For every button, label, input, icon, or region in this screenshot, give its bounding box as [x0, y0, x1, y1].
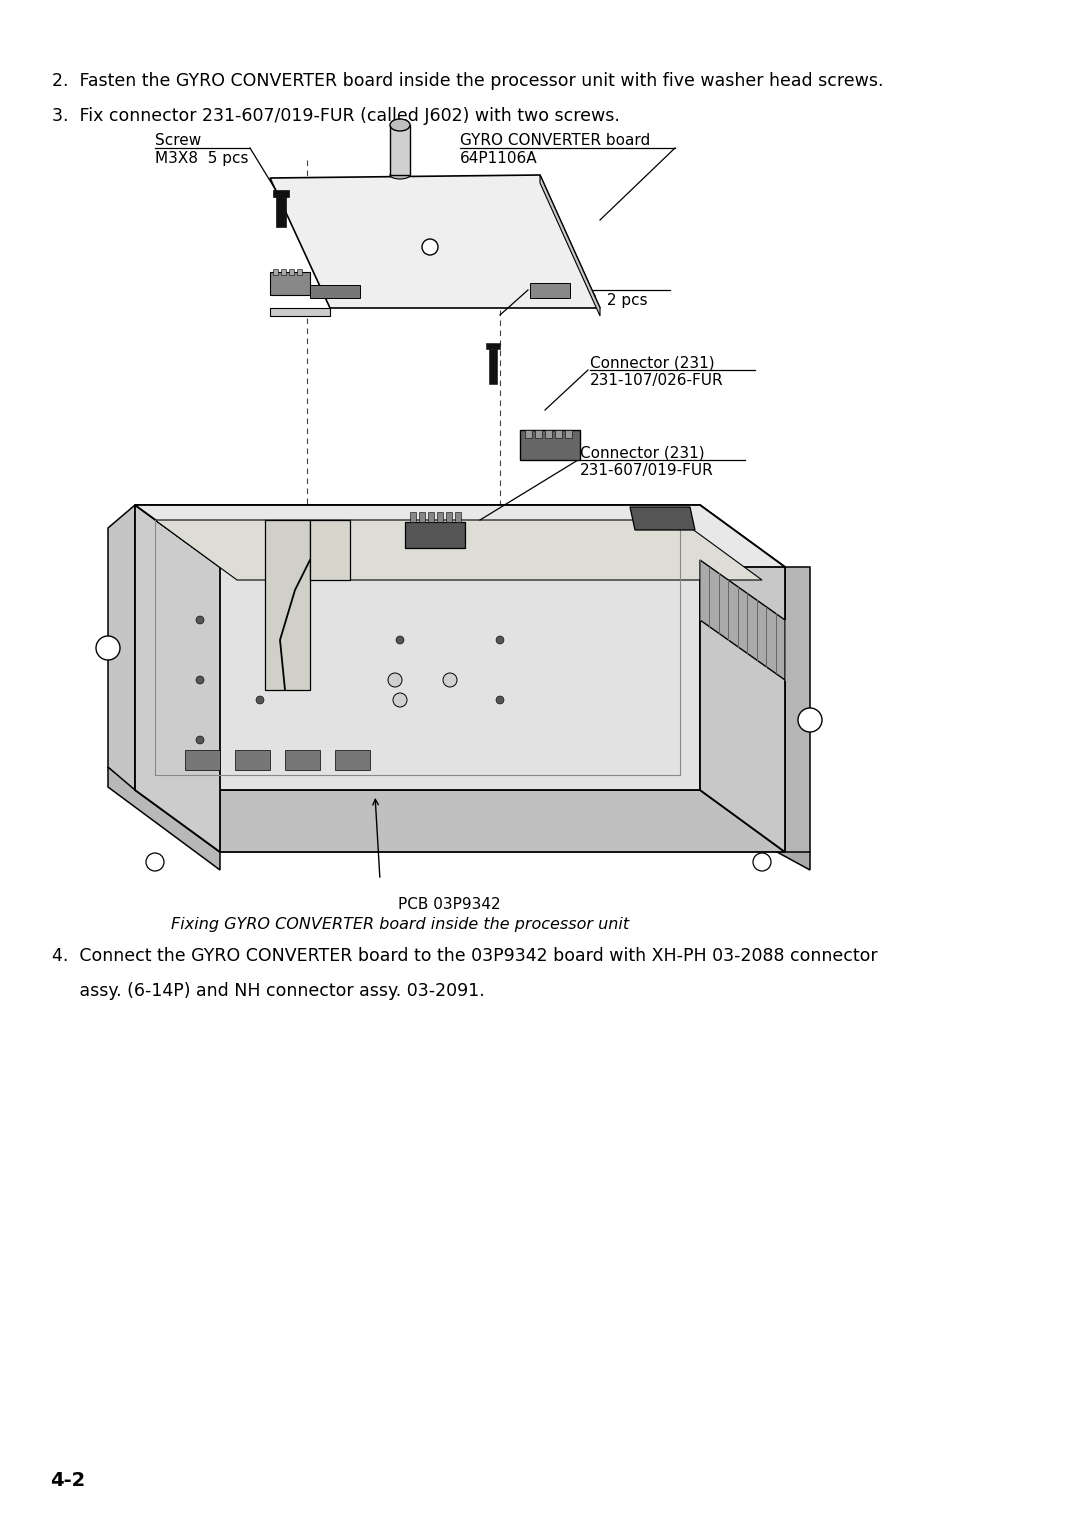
Circle shape	[753, 854, 771, 870]
Bar	[419, 512, 426, 522]
Text: 231-607/019-FUR: 231-607/019-FUR	[580, 463, 714, 478]
Text: 4-2: 4-2	[50, 1471, 85, 1490]
Polygon shape	[700, 560, 785, 680]
Circle shape	[195, 676, 204, 684]
Text: Connector (231): Connector (231)	[590, 354, 715, 370]
Circle shape	[422, 240, 438, 255]
Circle shape	[256, 756, 264, 764]
Polygon shape	[270, 176, 600, 308]
Bar	[276, 197, 286, 228]
Text: M2.6X10  2 pcs: M2.6X10 2 pcs	[530, 293, 648, 308]
Bar	[281, 269, 286, 275]
Text: 4.  Connect the GYRO CONVERTER board to the 03P9342 board with XH-PH 03-2088 con: 4. Connect the GYRO CONVERTER board to t…	[52, 947, 878, 965]
Polygon shape	[135, 505, 220, 852]
Text: GYRO CONVERTER board: GYRO CONVERTER board	[460, 133, 650, 148]
Polygon shape	[335, 750, 370, 770]
Polygon shape	[630, 507, 696, 530]
Polygon shape	[135, 505, 700, 789]
Polygon shape	[265, 521, 310, 690]
Polygon shape	[270, 308, 330, 316]
Polygon shape	[185, 750, 220, 770]
Bar	[273, 189, 289, 197]
Polygon shape	[270, 272, 310, 295]
Circle shape	[496, 696, 504, 704]
Circle shape	[393, 693, 407, 707]
Text: Screw: Screw	[530, 275, 577, 290]
Bar	[273, 269, 278, 275]
Circle shape	[798, 709, 822, 731]
Circle shape	[96, 637, 120, 660]
Text: 2.  Fasten the GYRO CONVERTER board inside the processor unit with five washer h: 2. Fasten the GYRO CONVERTER board insid…	[52, 72, 883, 90]
Text: 3.  Fix connector 231-607/019-FUR (called J602) with two screws.: 3. Fix connector 231-607/019-FUR (called…	[52, 107, 620, 125]
Text: Fixing GYRO CONVERTER board inside the processor unit: Fixing GYRO CONVERTER board inside the p…	[171, 918, 629, 931]
Circle shape	[195, 615, 204, 625]
Bar	[428, 512, 434, 522]
Circle shape	[256, 696, 264, 704]
Polygon shape	[700, 505, 785, 852]
Circle shape	[396, 696, 404, 704]
Text: Connector (231): Connector (231)	[580, 444, 704, 460]
Bar	[410, 512, 416, 522]
Polygon shape	[405, 522, 465, 548]
Bar	[535, 431, 542, 438]
Bar	[390, 125, 410, 176]
Circle shape	[496, 637, 504, 644]
Polygon shape	[235, 750, 270, 770]
Circle shape	[146, 854, 164, 870]
Bar	[486, 344, 500, 350]
Text: assy. (6-14P) and NH connector assy. 03-2091.: assy. (6-14P) and NH connector assy. 03-…	[52, 982, 485, 1000]
Bar	[446, 512, 453, 522]
Circle shape	[388, 673, 402, 687]
Polygon shape	[310, 521, 350, 580]
Bar	[437, 512, 443, 522]
Text: M3X8  5 pcs: M3X8 5 pcs	[156, 151, 248, 166]
Bar	[545, 431, 552, 438]
Ellipse shape	[390, 171, 410, 179]
Polygon shape	[540, 176, 600, 316]
Polygon shape	[108, 767, 220, 870]
Circle shape	[396, 637, 404, 644]
Polygon shape	[519, 431, 580, 460]
Circle shape	[195, 736, 204, 744]
Bar	[555, 431, 562, 438]
Polygon shape	[285, 750, 320, 770]
Bar	[297, 269, 302, 275]
Polygon shape	[310, 286, 360, 298]
Polygon shape	[530, 282, 570, 298]
Text: 64P1106A: 64P1106A	[460, 151, 538, 166]
Polygon shape	[108, 505, 135, 789]
Bar	[525, 431, 532, 438]
Text: PCB 03P9342: PCB 03P9342	[399, 896, 501, 912]
Circle shape	[443, 673, 457, 687]
Bar	[455, 512, 461, 522]
Polygon shape	[135, 789, 785, 852]
Ellipse shape	[390, 119, 410, 131]
Bar	[489, 350, 497, 383]
Polygon shape	[785, 567, 810, 852]
Polygon shape	[700, 789, 810, 870]
Bar	[289, 269, 294, 275]
Polygon shape	[156, 521, 762, 580]
Text: 231-107/026-FUR: 231-107/026-FUR	[590, 373, 724, 388]
Text: Screw: Screw	[156, 133, 201, 148]
Bar	[565, 431, 572, 438]
Polygon shape	[135, 505, 785, 567]
